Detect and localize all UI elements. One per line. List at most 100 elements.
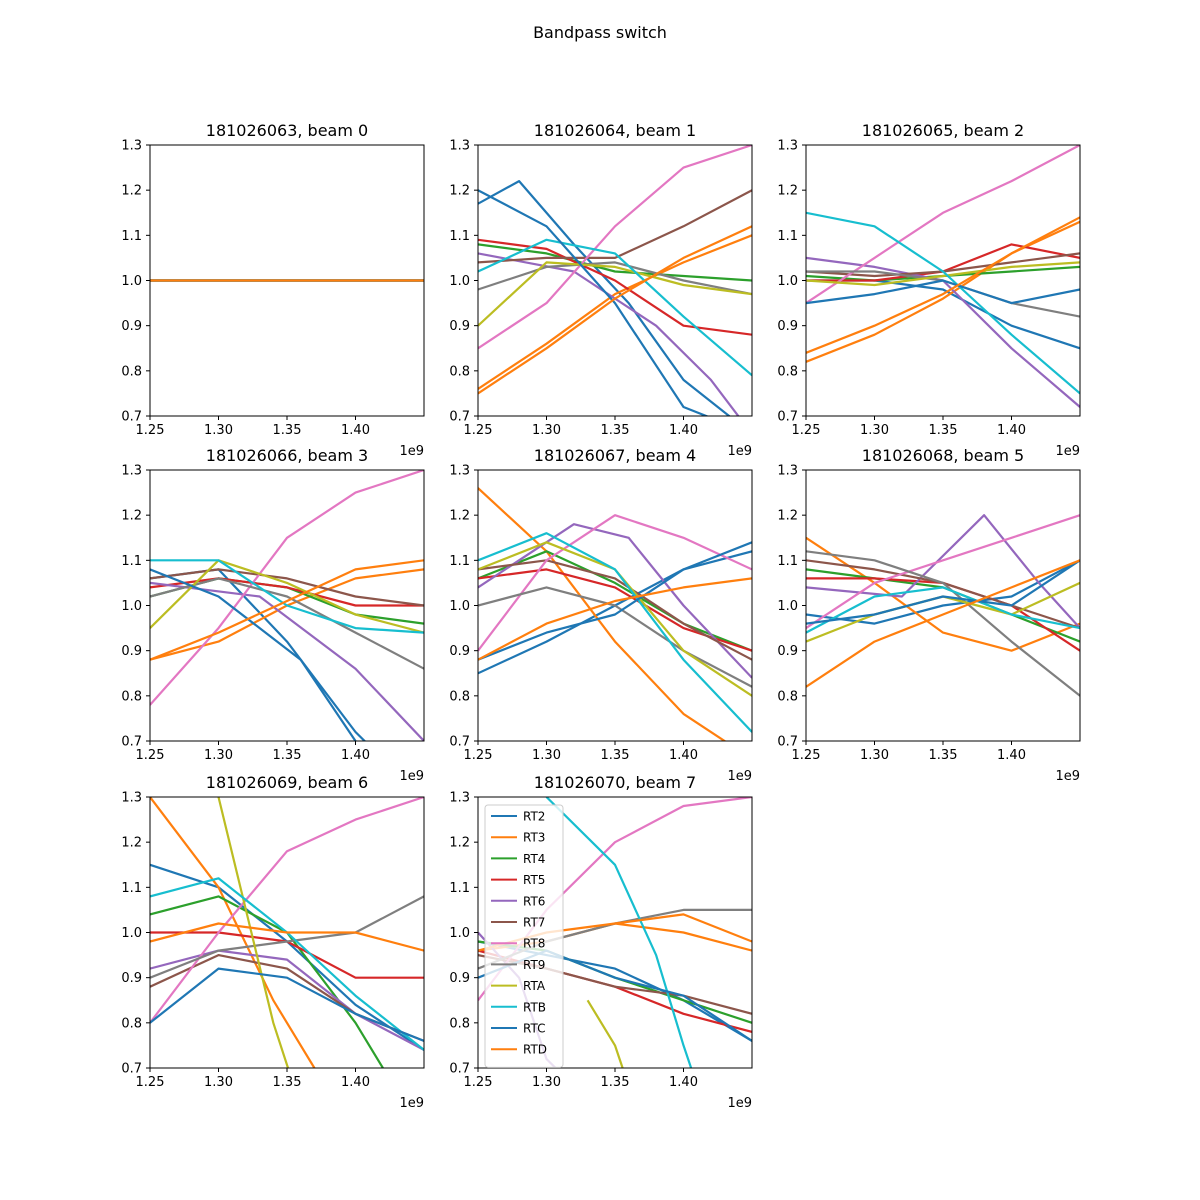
y-tick-label: 0.7 — [449, 410, 470, 425]
y-tick-label: 0.9 — [121, 644, 142, 659]
y-tick-label: 1.0 — [449, 599, 470, 614]
subplot-beam-5: 181026068, beam 5 1.25 1.30 1.35 1.40 0.7 0.8 0… — [777, 446, 1081, 784]
y-tick-label: 0.8 — [777, 364, 798, 379]
y-tick-label: 0.7 — [449, 1062, 470, 1077]
y-tick-label: 1.2 — [121, 509, 142, 524]
series-line-rtb — [545, 797, 693, 1068]
x-tick-label: 1.40 — [669, 1075, 698, 1090]
x-tick-label: 1.25 — [464, 423, 493, 438]
x-tick-label: 1.35 — [273, 1075, 302, 1090]
legend-box — [484, 804, 564, 1068]
y-tick-label: 0.9 — [449, 644, 470, 659]
legend-label: RTB — [523, 1000, 546, 1014]
x-tick-label: 1.35 — [601, 1075, 630, 1090]
series-line-rta — [217, 797, 290, 1068]
series-line-rtb — [478, 238, 752, 377]
series-line-rta — [586, 999, 624, 1068]
series-group — [478, 145, 752, 416]
series-line-rt8 — [478, 514, 752, 652]
series-line-rt8 — [150, 797, 424, 1024]
legend-label: RT9 — [523, 958, 545, 972]
y-tick-label: 0.7 — [777, 410, 798, 425]
subplot-title: 181026065, beam 2 — [862, 121, 1024, 140]
y-tick-label: 1.0 — [777, 274, 798, 289]
series-line-rt3 — [806, 220, 1080, 363]
figure-suptitle: Bandpass switch — [533, 23, 667, 42]
series-line-rt7 — [478, 189, 752, 264]
x-tick-label: 1.35 — [601, 423, 630, 438]
y-tick-label: 1.1 — [777, 554, 798, 569]
y-tick-label: 0.7 — [121, 1062, 142, 1077]
y-tick-label: 0.9 — [121, 319, 142, 334]
series-line-rta — [150, 559, 424, 634]
y-tick-label: 1.3 — [449, 791, 470, 806]
y-tick-label: 1.0 — [121, 926, 142, 941]
series-line-rt9 — [478, 261, 752, 296]
series-line-rt2 — [806, 559, 1080, 625]
series-line-rtc — [478, 189, 710, 416]
legend-label: RT8 — [523, 937, 545, 951]
x-offset-label: 1e9 — [399, 769, 424, 784]
subplot-title: 181026063, beam 0 — [206, 121, 368, 140]
x-tick-label: 1.25 — [792, 748, 821, 763]
series-line-rtb — [150, 559, 424, 634]
series-line-rt8 — [150, 470, 424, 706]
subplot-beam-1: 181026064, beam 1 1.25 1.30 1.35 1.40 0.7 0.8 0… — [449, 121, 753, 459]
series-line-rtb — [478, 532, 752, 733]
series-line-rtd — [478, 225, 752, 395]
x-offset-label: 1e9 — [399, 444, 424, 459]
y-tick-label: 1.2 — [121, 184, 142, 199]
series-line-rt5 — [478, 238, 752, 336]
subplot-beam-7: 181026070, beam 7 1.25 1.30 1.35 1.40 0.7 0.8 0… — [449, 773, 753, 1111]
series-line-rtc — [478, 541, 752, 661]
series-line-rtb — [806, 586, 1080, 634]
y-tick-label: 1.2 — [121, 836, 142, 851]
y-tick-label: 1.3 — [449, 464, 470, 479]
y-tick-label: 1.2 — [777, 184, 798, 199]
y-tick-label: 0.8 — [121, 364, 142, 379]
legend: RT2 RT3 RT4 RT5 RT6 RT7 RT8 RT9 RTA RTB RTC RTD — [484, 804, 564, 1068]
series-line-rtb — [806, 211, 1080, 395]
x-tick-label: 1.25 — [136, 1075, 165, 1090]
series-line-rtc — [150, 967, 424, 1042]
y-tick-label: 1.1 — [121, 881, 142, 896]
x-tick-label: 1.35 — [929, 423, 958, 438]
x-tick-label: 1.40 — [669, 748, 698, 763]
x-tick-label: 1.40 — [997, 423, 1026, 438]
series-line-rtd — [478, 577, 752, 661]
series-group — [150, 470, 424, 741]
series-line-rtd — [150, 922, 424, 952]
y-tick-label: 1.1 — [449, 229, 470, 244]
series-line-rtc — [150, 568, 357, 741]
y-tick-label: 1.1 — [449, 554, 470, 569]
y-tick-label: 1.1 — [449, 881, 470, 896]
subplot-beam-3: 181026066, beam 3 1.25 1.30 1.35 1.40 0.7 0.8 0… — [121, 446, 425, 784]
series-group — [150, 797, 424, 1068]
x-tick-label: 1.40 — [341, 1075, 370, 1090]
x-offset-label: 1e9 — [727, 1096, 752, 1111]
x-tick-label: 1.30 — [204, 423, 233, 438]
y-tick-label: 0.8 — [777, 689, 798, 704]
y-tick-label: 1.3 — [777, 464, 798, 479]
y-tick-label: 0.8 — [449, 689, 470, 704]
y-tick-label: 0.8 — [449, 1016, 470, 1031]
series-line-rt8 — [806, 514, 1080, 630]
y-tick-label: 1.0 — [449, 926, 470, 941]
legend-label: RT2 — [523, 810, 545, 824]
y-tick-label: 1.0 — [121, 274, 142, 289]
series-line-rtc — [806, 559, 1080, 625]
y-tick-label: 1.2 — [777, 509, 798, 524]
series-line-rt8 — [478, 145, 752, 350]
x-tick-label: 1.30 — [532, 1075, 561, 1090]
series-line-rt3 — [806, 536, 1080, 652]
x-tick-label: 1.25 — [136, 748, 165, 763]
subplot-title: 181026066, beam 3 — [206, 446, 368, 465]
y-tick-label: 0.7 — [777, 735, 798, 750]
x-offset-label: 1e9 — [1055, 769, 1080, 784]
y-tick-label: 1.2 — [449, 836, 470, 851]
x-offset-label: 1e9 — [727, 769, 752, 784]
subplot-title: 181026068, beam 5 — [862, 446, 1024, 465]
y-tick-label: 1.0 — [449, 274, 470, 289]
series-line-rtd — [806, 559, 1080, 688]
